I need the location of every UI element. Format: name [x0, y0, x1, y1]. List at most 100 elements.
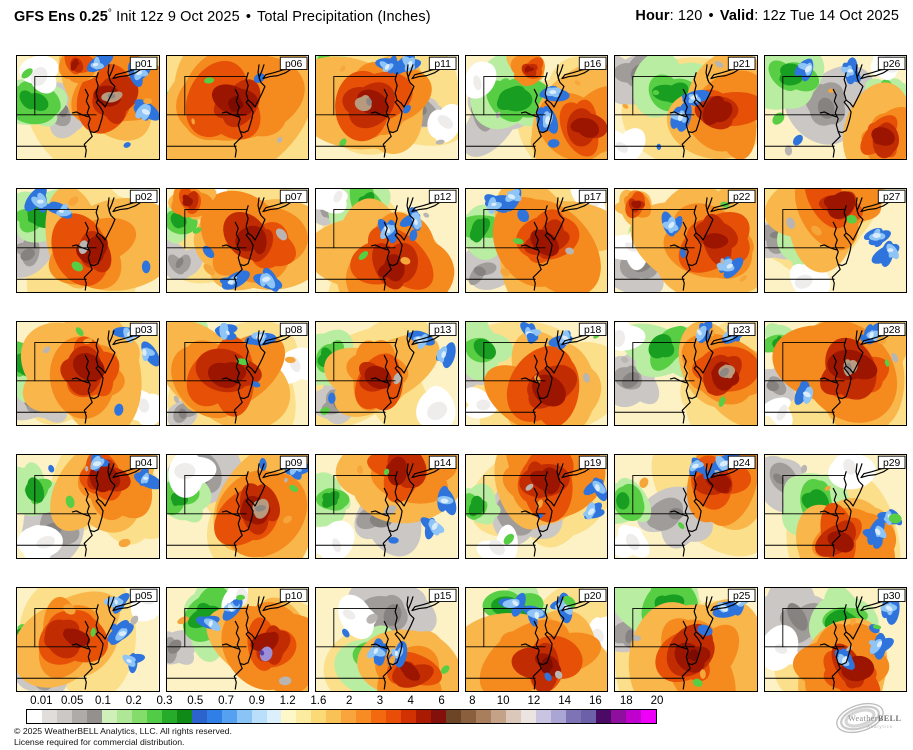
- panel-label-box: [428, 455, 457, 469]
- ensemble-panel[interactable]: p28: [763, 321, 907, 426]
- hour-value: 120: [677, 8, 703, 24]
- ensemble-panel[interactable]: p06: [165, 55, 309, 160]
- panel-label: p28: [883, 325, 901, 336]
- panel-label: p21: [733, 59, 751, 70]
- panel-label: p18: [584, 325, 602, 336]
- ensemble-panel[interactable]: p05: [16, 587, 160, 692]
- colorbar-segment: [580, 710, 596, 723]
- colorbar-segment: [386, 710, 402, 723]
- ensemble-panel[interactable]: p13: [315, 321, 459, 426]
- svg-text:Analytics: Analytics: [867, 724, 893, 729]
- colorbar-tick-label: 4: [407, 695, 414, 707]
- colorbar-segment: [431, 710, 447, 723]
- ensemble-panel[interactable]: p09: [165, 454, 309, 559]
- panel-label: p03: [135, 325, 153, 336]
- colorbar-tick-label: 6: [438, 695, 445, 707]
- panel-label: p26: [883, 59, 901, 70]
- colorbar-segment: [535, 710, 551, 723]
- colorbar-tick-label: 0.1: [94, 695, 111, 707]
- panel-label: p01: [135, 59, 153, 70]
- panel-label-box: [129, 189, 158, 203]
- colorbar-segment: [565, 710, 581, 723]
- header: GFS Ens 0.25° Init 12z 9 Oct 2025 • Tota…: [14, 8, 899, 25]
- ensemble-panel[interactable]: p19: [464, 454, 608, 559]
- panel-label-box: [578, 588, 606, 602]
- colorbar-tick-label: 12: [527, 695, 541, 707]
- colorbar-segment: [595, 710, 611, 723]
- colorbar-segment: [625, 710, 641, 723]
- colorbar-tick-label: 2: [345, 695, 353, 707]
- colorbar-segment: [71, 710, 87, 723]
- panel-label: p20: [584, 591, 602, 602]
- colorbar-tick-label: 0.3: [156, 695, 173, 707]
- ensemble-panel[interactable]: p02: [16, 188, 160, 293]
- ensemble-panel[interactable]: p07: [165, 188, 309, 293]
- panel-label-box: [279, 455, 307, 469]
- panel-label-box: [129, 56, 158, 70]
- ensemble-panel[interactable]: p04: [16, 454, 160, 559]
- valid-label: Valid: [719, 8, 755, 24]
- ensemble-panel[interactable]: p23: [614, 321, 758, 426]
- colorbar-tick-label: 0.9: [248, 695, 265, 707]
- panel-label-box: [129, 322, 158, 336]
- degree-symbol: °: [107, 8, 112, 19]
- panel-label: p09: [285, 458, 303, 469]
- colorbar-segment: [191, 710, 207, 723]
- panel-label: p13: [434, 325, 452, 336]
- colorbar-segment: [371, 710, 387, 723]
- colorbar-segment: [41, 710, 57, 723]
- colorbar-tick-label: 0.01: [30, 695, 53, 707]
- weatherbell-logo: WeatherBELL Analytics: [834, 697, 908, 744]
- ensemble-panel[interactable]: p10: [165, 587, 309, 692]
- panel-label: p06: [285, 59, 303, 70]
- ensemble-panel[interactable]: p27: [763, 188, 907, 293]
- colorbar-segment: [491, 710, 506, 723]
- ensemble-panel[interactable]: p18: [464, 321, 608, 426]
- colorbar-tick-label: 0.7: [218, 695, 235, 707]
- panel-label-box: [428, 588, 457, 602]
- colorbar-segment: [311, 710, 327, 723]
- colorbar-segment: [236, 710, 252, 723]
- ensemble-panel[interactable]: p01: [16, 55, 160, 160]
- colorbar-strip: [26, 709, 657, 724]
- copyright-line2: License required for commercial distribu…: [14, 736, 185, 747]
- ensemble-panel[interactable]: p29: [763, 454, 907, 559]
- panel-label-box: [727, 189, 756, 203]
- ensemble-panel[interactable]: p24: [614, 454, 758, 559]
- ensemble-panel[interactable]: p21: [614, 55, 758, 160]
- colorbar-segment: [146, 710, 162, 723]
- ensemble-panel[interactable]: p25: [614, 587, 758, 692]
- panel-label-box: [279, 322, 307, 336]
- colorbar-segment: [520, 710, 536, 723]
- panel-label-box: [578, 455, 606, 469]
- ensemble-panel[interactable]: p30: [763, 587, 907, 692]
- panel-label-box: [428, 189, 457, 203]
- ensemble-panel[interactable]: p16: [464, 55, 608, 160]
- ensemble-panel[interactable]: p15: [315, 587, 459, 692]
- colorbar-segment: [116, 710, 132, 723]
- colorbar-tick-label: 20: [650, 695, 664, 707]
- ensemble-panel[interactable]: p03: [16, 321, 160, 426]
- ensemble-panel[interactable]: p20: [464, 587, 608, 692]
- colorbar-segment: [266, 710, 282, 723]
- colorbar-segment: [640, 710, 656, 723]
- hour-label: Hour: [635, 8, 670, 24]
- ensemble-panel[interactable]: p08: [165, 321, 309, 426]
- ensemble-panel[interactable]: p11: [315, 55, 459, 160]
- ensemble-panel[interactable]: p17: [464, 188, 608, 293]
- panel-label-box: [877, 455, 905, 469]
- product-name: Total Precipitation (Inches): [256, 9, 431, 25]
- panel-label: p27: [883, 192, 901, 203]
- panel-label-box: [428, 322, 457, 336]
- ensemble-panel[interactable]: p22: [614, 188, 758, 293]
- ensemble-panel[interactable]: p12: [315, 188, 459, 293]
- ensemble-panel[interactable]: p26: [763, 55, 907, 160]
- colorbar-segment: [550, 710, 566, 723]
- colorbar-segment: [476, 710, 492, 723]
- ensemble-panel[interactable]: p14: [315, 454, 459, 559]
- panel-label: p12: [434, 192, 452, 203]
- panel-label: p30: [883, 591, 901, 602]
- colorbar-segment: [416, 710, 432, 723]
- panel-label: p19: [584, 458, 602, 469]
- model-name: GFS Ens 0.25: [14, 9, 108, 25]
